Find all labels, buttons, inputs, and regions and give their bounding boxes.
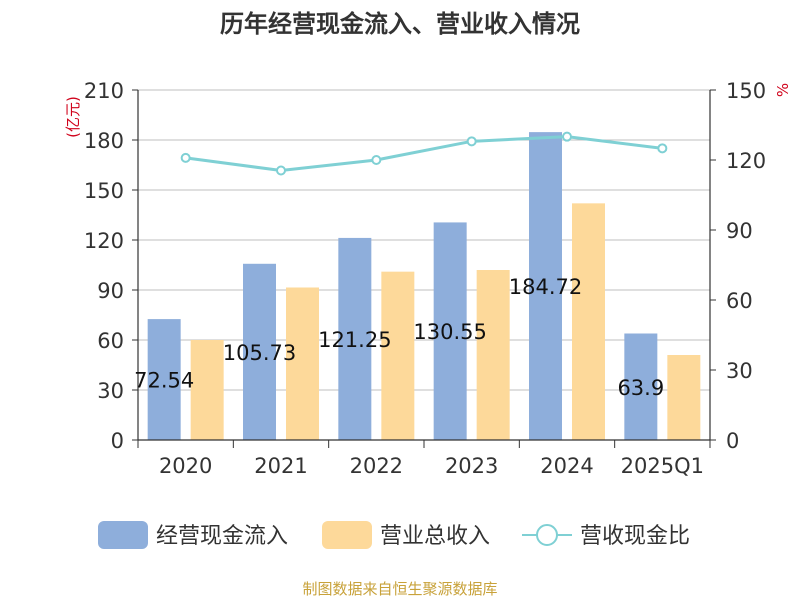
legend-label: 营收现金比 xyxy=(580,524,690,549)
y-right-tick-label: 60 xyxy=(726,289,753,313)
x-tick-label: 2022 xyxy=(350,454,403,478)
x-tick-label: 2025Q1 xyxy=(621,454,704,478)
source-note: 制图数据来自恒生聚源数据库 xyxy=(302,580,497,598)
legend-swatch-marker xyxy=(536,524,558,546)
y-right-tick-label: 90 xyxy=(726,219,753,243)
y-right-tick-label: 30 xyxy=(726,359,753,383)
bar-data-label: 184.72 xyxy=(509,275,582,299)
ratio-point xyxy=(562,131,572,142)
bar-cash-inflow xyxy=(433,222,467,440)
ratio-line-group xyxy=(180,131,668,176)
y-right-tick-label: 150 xyxy=(726,79,766,103)
legend: 经营现金流入 营业总收入 营收现金比 xyxy=(98,521,690,549)
data-labels-group: 72.54 105.73 121.25 130.55 184.72 63.9 xyxy=(134,275,664,400)
legend-label: 经营现金流入 xyxy=(156,524,288,549)
ratio-line xyxy=(185,135,663,173)
bar-data-label: 105.73 xyxy=(223,341,296,365)
y-right-tick-label: 0 xyxy=(726,429,739,453)
grid-lines xyxy=(138,89,710,391)
ratio-point xyxy=(466,136,477,147)
bar-cash-inflow xyxy=(338,237,372,440)
y-left-tick-label: 0 xyxy=(111,429,124,453)
y-left-tick-label: 120 xyxy=(84,229,124,253)
bar-data-label: 130.55 xyxy=(413,320,486,344)
y-axis-left-label: (亿元) xyxy=(64,96,82,138)
y-left-tick-label: 210 xyxy=(84,79,124,103)
bar-revenue xyxy=(667,355,701,440)
bars-group xyxy=(147,132,701,440)
bar-data-label: 72.54 xyxy=(134,369,194,393)
ratio-point xyxy=(276,165,286,176)
bar-cash-inflow xyxy=(529,132,562,440)
ratio-point xyxy=(180,152,191,163)
y-left-tick-label: 180 xyxy=(84,129,124,153)
y-axis-right-label: % xyxy=(774,83,792,97)
legend-swatch-bar xyxy=(322,521,372,549)
axes-group: 0 30 60 90 120 150 180 210 0 30 60 90 120 150 2020 2021… xyxy=(84,79,766,478)
bar-data-label: 63.9 xyxy=(617,376,664,400)
bar-cash-inflow xyxy=(147,319,181,440)
bar-revenue xyxy=(190,340,224,440)
x-tick-label: 2023 xyxy=(445,454,498,478)
legend-swatch-bar xyxy=(98,521,148,549)
bar-revenue xyxy=(286,287,319,440)
y-left-tick-label: 150 xyxy=(84,179,124,203)
bar-revenue xyxy=(572,203,605,440)
y-left-tick-label: 60 xyxy=(97,329,124,353)
bar-cash-inflow xyxy=(243,263,276,440)
ratio-point xyxy=(657,143,668,154)
y-left-tick-label: 30 xyxy=(97,379,124,403)
x-tick-label: 2021 xyxy=(254,454,307,478)
ratio-point xyxy=(371,155,382,165)
y-right-tick-label: 120 xyxy=(726,149,766,173)
bar-cash-inflow xyxy=(624,333,658,440)
bar-data-label: 121.25 xyxy=(318,328,391,352)
y-left-tick-label: 90 xyxy=(97,279,124,303)
x-tick-label: 2024 xyxy=(540,454,593,478)
x-tick-label: 2020 xyxy=(159,454,212,478)
bar-revenue xyxy=(381,271,415,440)
chart-title: 历年经营现金流入、营业收入情况 xyxy=(220,10,580,38)
bar-revenue xyxy=(476,270,510,440)
legend-label: 营业总收入 xyxy=(380,524,490,549)
